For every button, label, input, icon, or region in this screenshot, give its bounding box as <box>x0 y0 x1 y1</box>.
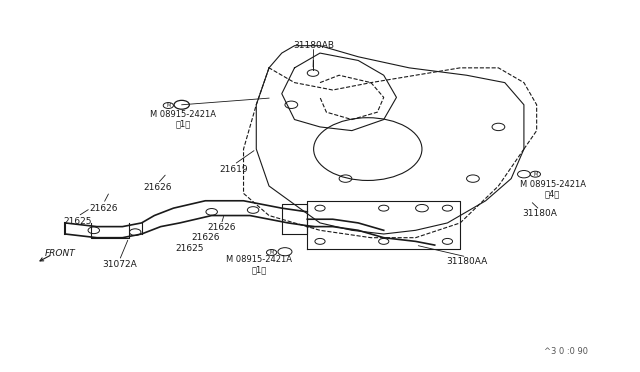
Text: （4）: （4） <box>545 190 560 199</box>
Text: 31180A: 31180A <box>522 209 557 218</box>
Text: M: M <box>269 250 274 255</box>
Text: M: M <box>166 103 170 108</box>
Text: 21625: 21625 <box>175 244 204 253</box>
Text: 21626: 21626 <box>191 233 220 242</box>
Text: （1）: （1） <box>252 265 267 274</box>
Text: 31072A: 31072A <box>102 260 137 269</box>
Text: M 08915-2421A: M 08915-2421A <box>520 180 586 189</box>
Text: （1）: （1） <box>175 119 191 128</box>
Text: ^3 0 :0 90: ^3 0 :0 90 <box>543 347 588 356</box>
Text: M 08915-2421A: M 08915-2421A <box>150 109 216 119</box>
Text: 21626: 21626 <box>207 223 236 232</box>
Text: M 08915-2421A: M 08915-2421A <box>227 255 292 264</box>
Text: 31180AB: 31180AB <box>293 41 334 50</box>
Text: 21626: 21626 <box>143 183 172 192</box>
Text: 21619: 21619 <box>220 165 248 174</box>
Text: FRONT: FRONT <box>45 249 76 258</box>
Text: 21626: 21626 <box>89 203 118 213</box>
Text: M: M <box>533 172 538 177</box>
Text: 31180AA: 31180AA <box>446 257 487 266</box>
Text: 21625: 21625 <box>63 217 92 225</box>
